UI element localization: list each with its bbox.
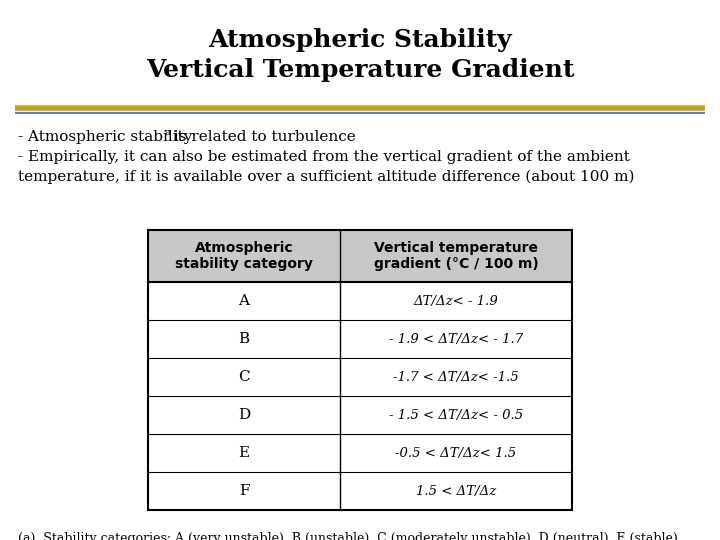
Text: -0.5 < ΔT/Δz< 1.5: -0.5 < ΔT/Δz< 1.5 bbox=[395, 447, 516, 460]
Text: temperature, if it is available over a sufficient altitude difference (about 100: temperature, if it is available over a s… bbox=[18, 170, 634, 184]
Text: - 1.5 < ΔT/Δz< - 0.5: - 1.5 < ΔT/Δz< - 0.5 bbox=[389, 408, 523, 422]
Text: - Atmospheric stability: - Atmospheric stability bbox=[18, 130, 192, 144]
Text: Atmospheric Stability
Vertical Temperature Gradient: Atmospheric Stability Vertical Temperatu… bbox=[146, 28, 574, 82]
Text: - 1.9 < ΔT/Δz< - 1.7: - 1.9 < ΔT/Δz< - 1.7 bbox=[389, 333, 523, 346]
Text: ΔT/Δz< - 1.9: ΔT/Δz< - 1.9 bbox=[413, 294, 498, 307]
Text: -1.7 < ΔT/Δz< -1.5: -1.7 < ΔT/Δz< -1.5 bbox=[393, 370, 519, 383]
Text: Atmospheric
stability category: Atmospheric stability category bbox=[175, 241, 313, 271]
Text: E: E bbox=[238, 446, 250, 460]
Bar bbox=[148, 230, 572, 282]
Text: F: F bbox=[239, 484, 249, 498]
Bar bbox=[148, 230, 572, 510]
Text: B: B bbox=[238, 332, 250, 346]
Text: A: A bbox=[238, 294, 250, 308]
Text: - Empirically, it can also be estimated from the vertical gradient of the ambien: - Empirically, it can also be estimated … bbox=[18, 150, 630, 164]
Text: D: D bbox=[238, 408, 250, 422]
Text: Vertical temperature
gradient (°C / 100 m): Vertical temperature gradient (°C / 100 … bbox=[374, 241, 539, 271]
Text: is related to turbulence: is related to turbulence bbox=[169, 130, 356, 144]
Text: 1.5 < ΔT/Δz: 1.5 < ΔT/Δz bbox=[416, 484, 496, 497]
Text: (a)  Stability categories: A (very unstable), B (unstable), C (moderately unstab: (a) Stability categories: A (very unstab… bbox=[18, 532, 682, 540]
Text: a: a bbox=[164, 128, 170, 137]
Text: C: C bbox=[238, 370, 250, 384]
